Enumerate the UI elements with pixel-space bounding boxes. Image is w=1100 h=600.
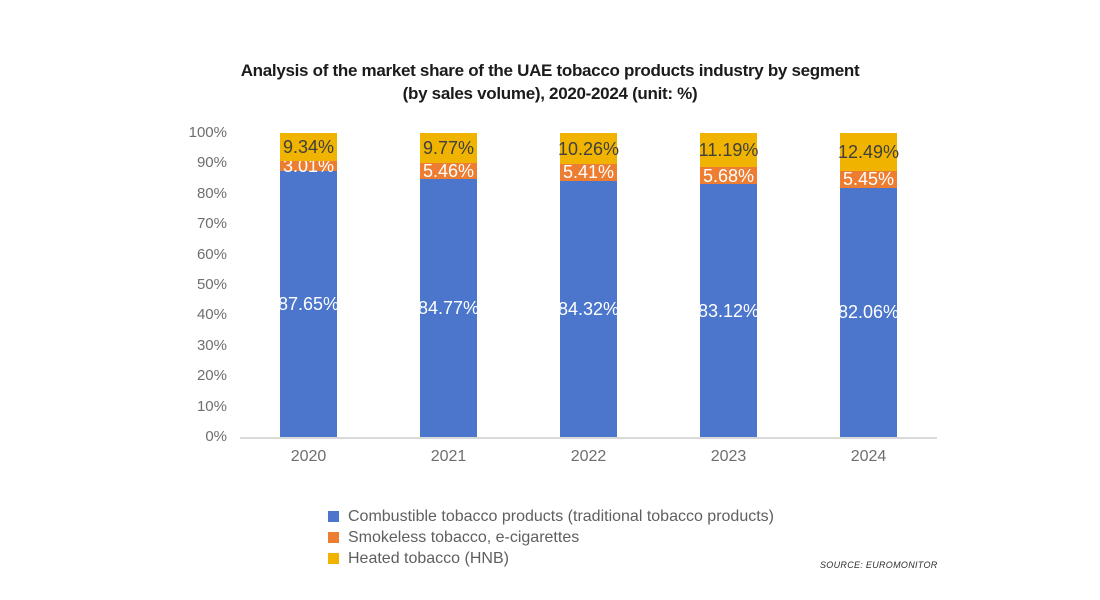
y-tick-label: 60% [196, 245, 227, 263]
plot-area: 87.65% 3.01% 9.34% 84.77% 5.46% 9.77% 84.32% 5.… [240, 133, 937, 439]
bar-2020: 87.65% 3.01% 9.34% [277, 133, 340, 437]
bar-segment-label: 83.12% [697, 300, 760, 321]
y-tick-label: 90% [196, 154, 227, 172]
bar-segment: 83.12% [697, 184, 760, 437]
y-tick-label: 20% [196, 367, 227, 385]
y-tick-label: 50% [196, 276, 227, 293]
bar-segment: 5.68% [700, 165, 757, 186]
source-note: SOURCE: EUROMONITOR [820, 560, 938, 570]
legend-color-swatch [328, 532, 339, 543]
x-tick-label: 2021 [430, 448, 467, 465]
bar-segment-label: 87.65% [277, 293, 340, 314]
bar-2022: 84.32% 5.41% 10.26% [557, 133, 620, 437]
bar-segment-label: 5.68% [702, 165, 755, 186]
bar-segment-label: 5.45% [842, 169, 895, 190]
chart-title: Analysis of the market share of the UAE … [0, 59, 1100, 105]
legend-label: Smokeless tobacco, e-cigarettes [348, 528, 580, 546]
bar-segment: 9.34% [280, 133, 337, 162]
y-tick-label: 70% [196, 215, 227, 233]
x-tick-label: 2022 [570, 448, 607, 465]
bar-segment-label: 84.77% [417, 298, 480, 319]
bar-segment: 5.41% [560, 162, 617, 183]
bar-segment: 84.32% [557, 180, 620, 437]
bar-2023: 83.12% 5.68% 11.19% [697, 133, 760, 437]
bar-segment: 5.46% [420, 161, 477, 182]
bar-segment-label: 11.19% [698, 140, 759, 161]
legend-color-swatch [328, 511, 339, 522]
bar-segment-label: 5.41% [562, 162, 615, 183]
y-tick-label: 10% [196, 397, 227, 415]
bar-segment: 5.45% [840, 169, 897, 190]
bar-segment: 9.77% [420, 133, 477, 163]
legend-label: Combustible tobacco products (traditiona… [348, 507, 774, 525]
bar-segment-label: 12.49% [837, 142, 900, 162]
bar-segment: 10.26% [557, 133, 620, 165]
bar-segment: 11.19% [698, 133, 759, 168]
legend: Combustible tobacco products (traditiona… [328, 507, 774, 570]
legend-color-swatch [328, 553, 339, 564]
chart-title-line1: Analysis of the market share of the UAE … [240, 61, 860, 80]
y-tick-label: 100% [188, 124, 227, 141]
x-tick-label: 2024 [850, 448, 887, 465]
legend-item: Heated tobacco (HNB) [328, 549, 774, 568]
bar-segment: 87.65% [277, 170, 340, 437]
bar-2021: 84.77% 5.46% 9.77% [417, 133, 480, 437]
chart-title-line2: (by sales volume), 2020-2024 (unit: %) [402, 84, 698, 103]
bar-segment: 82.06% [837, 187, 900, 437]
bar-segment-label: 84.32% [557, 298, 620, 319]
y-tick-label: 30% [196, 336, 227, 354]
y-tick-label: 80% [196, 184, 227, 202]
legend-item: Combustible tobacco products (traditiona… [328, 507, 774, 526]
x-tick-label: 2023 [710, 448, 747, 465]
bar-segment: 84.77% [417, 179, 480, 437]
bar-segment-label: 10.26% [557, 138, 620, 159]
bar-2024: 82.06% 5.45% 12.49% [837, 133, 900, 437]
bar-segment-label: 82.06% [837, 302, 900, 323]
bar-segment: 12.49% [837, 133, 900, 171]
bar-segment: 3.01% [280, 157, 337, 175]
bar-segment-label: 9.34% [282, 137, 335, 158]
y-tick-label: 40% [196, 306, 227, 324]
y-tick-label: 0% [205, 428, 227, 445]
legend-item: Smokeless tobacco, e-cigarettes [328, 528, 774, 547]
legend-label: Heated tobacco (HNB) [348, 549, 509, 567]
x-tick-label: 2020 [290, 448, 327, 465]
bar-segment-label: 9.77% [422, 137, 475, 158]
bar-segment-label: 3.01% [282, 155, 335, 176]
bar-segment-label: 5.46% [422, 161, 475, 182]
